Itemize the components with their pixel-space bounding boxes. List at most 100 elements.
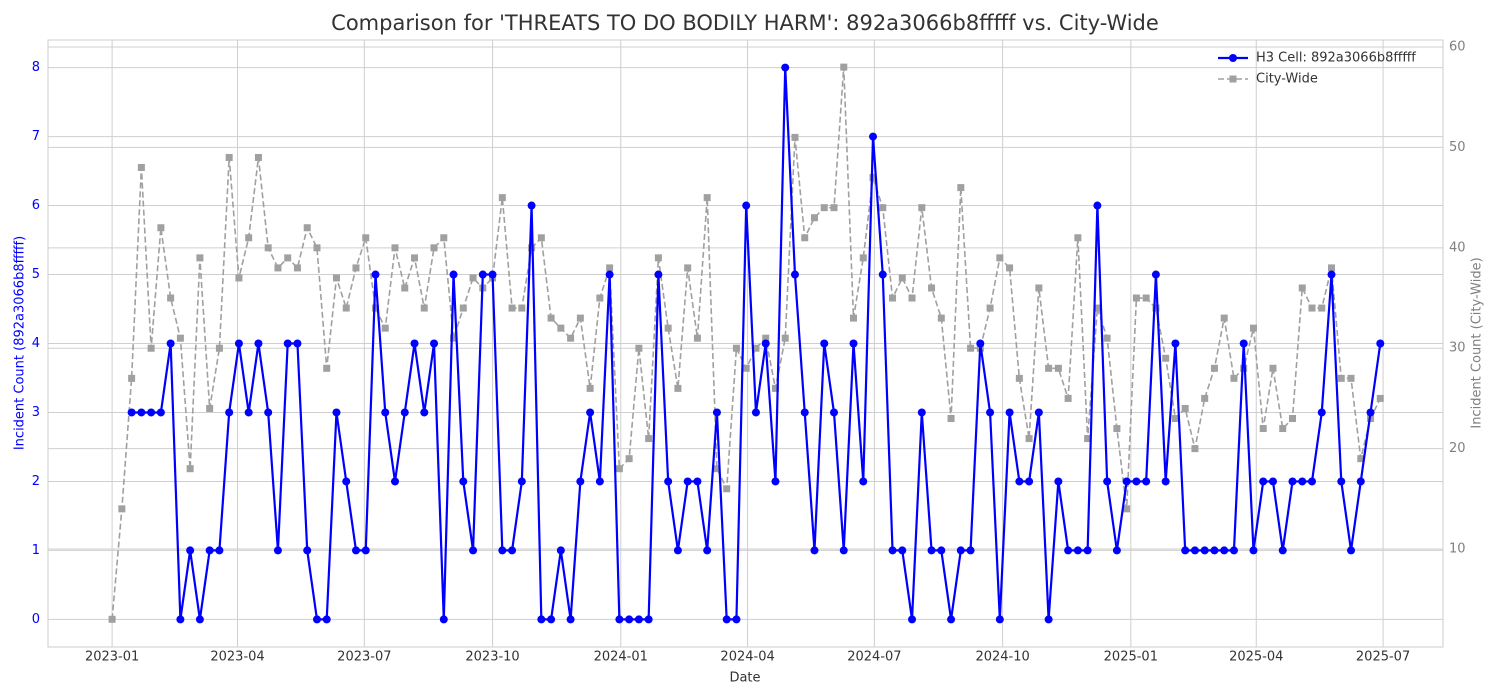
point xyxy=(1015,374,1023,382)
point xyxy=(820,204,828,212)
point xyxy=(1269,364,1277,372)
point xyxy=(1279,425,1287,433)
point xyxy=(1112,546,1121,555)
point xyxy=(235,274,243,282)
point xyxy=(1084,435,1092,443)
point xyxy=(312,615,321,624)
point xyxy=(1181,404,1189,412)
point xyxy=(566,615,575,624)
point xyxy=(147,344,155,352)
point xyxy=(1025,435,1033,443)
y2-tick-label: 50 xyxy=(1449,140,1466,155)
point xyxy=(264,244,272,252)
point xyxy=(284,254,292,262)
point xyxy=(869,174,877,182)
point xyxy=(937,314,945,322)
point xyxy=(498,194,506,202)
point xyxy=(147,408,156,417)
point xyxy=(303,546,312,555)
point xyxy=(1005,408,1014,417)
point xyxy=(956,546,965,555)
point xyxy=(206,404,214,412)
point xyxy=(967,344,975,352)
point xyxy=(215,546,224,555)
point xyxy=(751,408,760,417)
point xyxy=(1034,408,1043,417)
point xyxy=(1337,477,1346,486)
point xyxy=(1308,477,1317,486)
point xyxy=(645,435,653,443)
x-tick-label: 2024-04 xyxy=(720,650,774,665)
point xyxy=(1201,394,1209,402)
point xyxy=(995,615,1004,624)
point xyxy=(245,234,253,242)
point xyxy=(215,344,223,352)
point xyxy=(449,270,458,279)
point xyxy=(673,546,682,555)
point xyxy=(517,477,526,486)
point xyxy=(732,344,740,352)
point xyxy=(791,133,799,141)
point xyxy=(918,204,926,212)
point xyxy=(293,264,301,272)
point xyxy=(196,254,204,262)
point xyxy=(966,546,975,555)
x-tick-label: 2024-01 xyxy=(594,650,648,665)
point xyxy=(615,465,623,473)
point xyxy=(684,264,692,272)
point xyxy=(1074,234,1082,242)
point xyxy=(732,615,741,624)
point xyxy=(459,304,467,312)
point xyxy=(1288,414,1296,422)
point xyxy=(606,264,614,272)
point xyxy=(664,477,673,486)
point xyxy=(351,546,360,555)
point xyxy=(450,334,458,342)
point xyxy=(829,408,838,417)
point xyxy=(322,615,331,624)
point xyxy=(908,294,916,302)
point xyxy=(1064,546,1073,555)
point xyxy=(1006,264,1014,272)
point xyxy=(1356,477,1365,486)
point xyxy=(547,615,556,624)
x-tick-label: 2023-10 xyxy=(465,650,519,665)
point xyxy=(800,408,809,417)
point xyxy=(459,477,468,486)
point xyxy=(283,339,292,348)
point xyxy=(1347,546,1356,555)
point xyxy=(1210,546,1219,555)
point xyxy=(469,274,477,282)
point xyxy=(137,164,145,172)
point xyxy=(1288,477,1297,486)
y-tick-label: 0 xyxy=(32,612,40,627)
point xyxy=(654,270,663,279)
point xyxy=(274,264,282,272)
point xyxy=(1317,408,1326,417)
point xyxy=(137,408,146,417)
point xyxy=(332,408,341,417)
point xyxy=(1337,374,1345,382)
y-tick-label: 8 xyxy=(32,60,40,75)
point xyxy=(127,408,136,417)
point xyxy=(1171,339,1180,348)
point xyxy=(790,270,799,279)
point xyxy=(996,254,1004,262)
point xyxy=(157,224,165,232)
point xyxy=(810,214,818,222)
point xyxy=(781,63,790,72)
point xyxy=(840,63,848,71)
y-tick-label: 7 xyxy=(32,129,40,144)
point xyxy=(391,477,400,486)
point xyxy=(947,615,956,624)
point xyxy=(411,254,419,262)
point xyxy=(1035,284,1043,292)
point xyxy=(957,184,965,192)
point xyxy=(1190,546,1199,555)
point xyxy=(1210,364,1218,372)
y2-tick-label: 10 xyxy=(1449,542,1466,557)
point xyxy=(1171,414,1179,422)
point xyxy=(381,324,389,332)
point xyxy=(1123,505,1131,513)
point xyxy=(1103,334,1111,342)
